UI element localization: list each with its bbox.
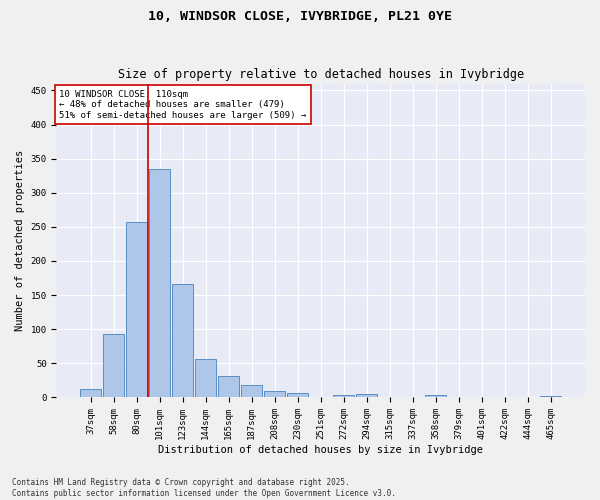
Text: Contains HM Land Registry data © Crown copyright and database right 2025.
Contai: Contains HM Land Registry data © Crown c… bbox=[12, 478, 396, 498]
Bar bbox=[265, 392, 285, 398]
Bar bbox=[241, 385, 262, 398]
Bar bbox=[127, 222, 147, 398]
Text: 10 WINDSOR CLOSE: 110sqm
← 48% of detached houses are smaller (479)
51% of semi-: 10 WINDSOR CLOSE: 110sqm ← 48% of detach… bbox=[59, 90, 306, 120]
X-axis label: Distribution of detached houses by size in Ivybridge: Distribution of detached houses by size … bbox=[158, 445, 483, 455]
Bar bbox=[287, 394, 308, 398]
Y-axis label: Number of detached properties: Number of detached properties bbox=[15, 150, 25, 331]
Bar bbox=[540, 396, 561, 398]
Bar bbox=[334, 394, 354, 398]
Bar bbox=[149, 169, 170, 398]
Bar bbox=[103, 334, 124, 398]
Title: Size of property relative to detached houses in Ivybridge: Size of property relative to detached ho… bbox=[118, 68, 524, 81]
Bar bbox=[80, 388, 101, 398]
Bar bbox=[196, 358, 216, 398]
Bar bbox=[172, 284, 193, 398]
Bar bbox=[356, 394, 377, 398]
Text: 10, WINDSOR CLOSE, IVYBRIDGE, PL21 0YE: 10, WINDSOR CLOSE, IVYBRIDGE, PL21 0YE bbox=[148, 10, 452, 23]
Bar bbox=[425, 396, 446, 398]
Bar bbox=[218, 376, 239, 398]
